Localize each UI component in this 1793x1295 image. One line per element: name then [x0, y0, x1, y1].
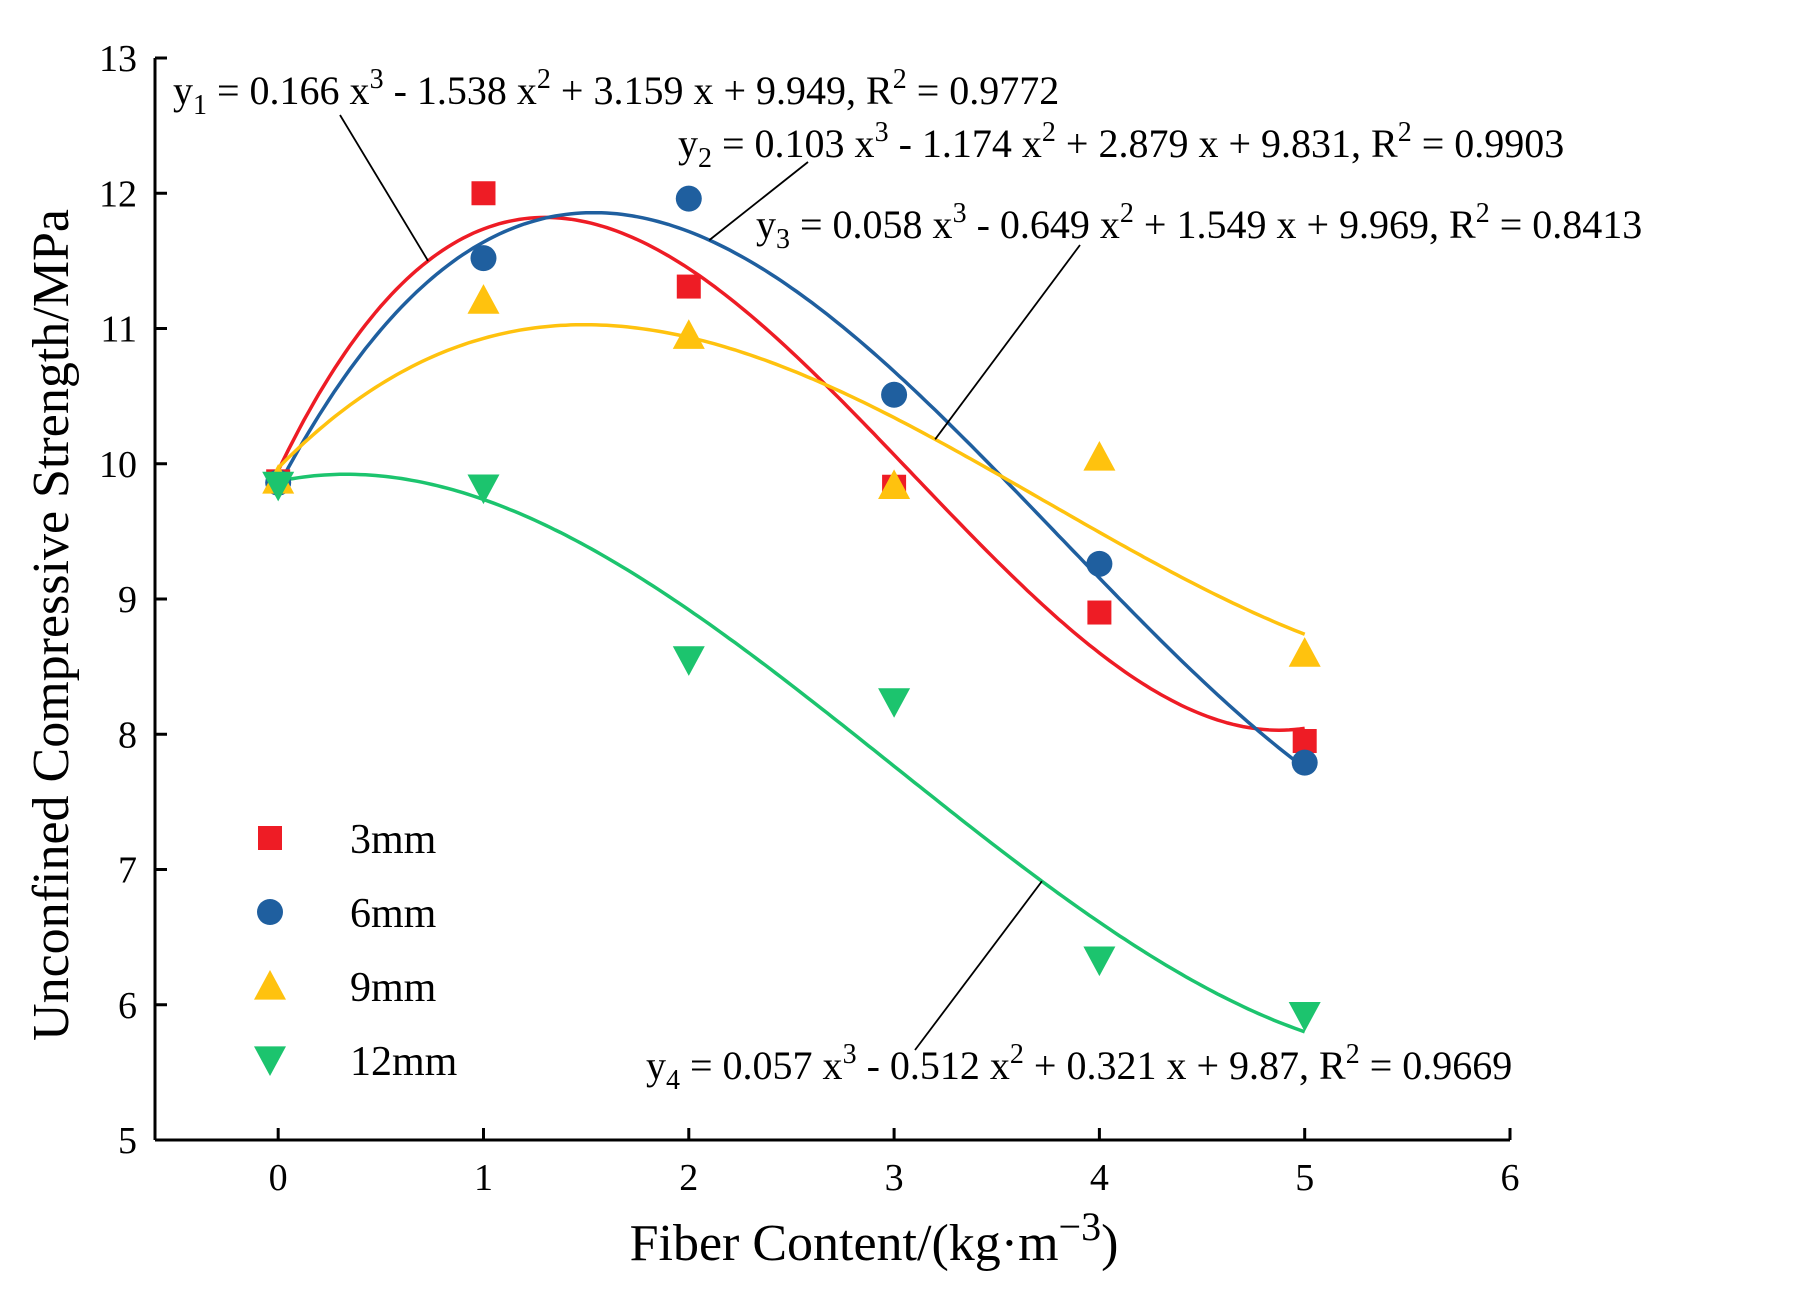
x-axis-title: Fiber Content/(kg·m−3): [630, 1204, 1119, 1272]
equation-leader-lines: [339, 114, 1081, 1051]
point-6mm: [1291, 749, 1318, 776]
fit-curve-6mm: [276, 210, 1306, 770]
y-tick-label: 13: [99, 38, 137, 80]
point-12mm: [878, 688, 911, 718]
point-12mm: [672, 646, 705, 676]
equation-y3: y3 = 0.058 x3 - 0.649 x2 + 1.549 x + 9.9…: [756, 198, 1642, 255]
legend-marker-12mm: [254, 1046, 286, 1076]
point-12mm: [262, 471, 295, 502]
x-tick-label: 1: [474, 1157, 493, 1199]
legend-marker-3mm: [258, 826, 282, 850]
leader-line-y3: [934, 244, 1081, 440]
x-tick-label: 2: [679, 1157, 698, 1199]
point-9mm: [878, 469, 911, 499]
y-tick-label: 5: [118, 1120, 137, 1162]
leader-line-y4: [914, 880, 1043, 1051]
point-6mm: [1086, 550, 1113, 577]
point-6mm: [470, 245, 497, 272]
legend-label-12mm: 12mm: [350, 1039, 458, 1085]
point-6mm: [881, 381, 908, 408]
point-12mm: [1083, 946, 1116, 977]
legend-label-6mm: 6mm: [350, 891, 437, 937]
fit-curve-9mm: [276, 322, 1306, 636]
legend-marker-6mm: [257, 899, 283, 925]
x-tick-label: 4: [1090, 1157, 1109, 1199]
y-tick-label: 9: [118, 579, 137, 621]
point-6mm: [675, 185, 702, 212]
x-tick-label: 0: [269, 1157, 288, 1199]
point-9mm: [1288, 637, 1321, 667]
fit-curves: [276, 210, 1306, 1034]
y-tick-label: 7: [118, 850, 137, 892]
point-9mm: [672, 319, 705, 349]
point-3mm: [471, 181, 496, 206]
leader-line-y1: [339, 114, 429, 262]
legend-label-3mm: 3mm: [350, 817, 437, 863]
y-tick-label: 11: [100, 309, 137, 351]
equation-y4: y4 = 0.057 x3 - 0.512 x2 + 0.321 x + 9.8…: [646, 1039, 1512, 1096]
point-9mm: [1083, 440, 1116, 471]
point-12mm: [467, 474, 500, 505]
y-tick-label: 8: [118, 714, 137, 756]
y-axis-title: Unconfined Compressive Strength/MPa: [23, 209, 80, 1041]
equation-y2: y2 = 0.103 x3 - 1.174 x2 + 2.879 x + 9.8…: [678, 117, 1564, 174]
legend-marker-9mm: [254, 970, 286, 1000]
data-points: [262, 181, 1321, 1032]
fit-curve-12mm: [277, 472, 1306, 1034]
point-9mm: [467, 284, 500, 314]
x-tick-label: 3: [885, 1157, 904, 1199]
legend-label-9mm: 9mm: [350, 965, 437, 1011]
y-tick-label: 6: [118, 985, 137, 1027]
fit-curve-3mm: [276, 215, 1305, 732]
x-tick-label: 6: [1501, 1157, 1520, 1199]
point-3mm: [676, 274, 701, 299]
point-12mm: [1288, 1001, 1321, 1032]
point-3mm: [1292, 729, 1317, 754]
leader-line-y2: [708, 161, 809, 241]
x-tick-label: 5: [1295, 1157, 1314, 1199]
point-3mm: [1087, 600, 1112, 625]
y-tick-label: 12: [99, 173, 137, 215]
equation-y1: y1 = 0.166 x3 - 1.538 x2 + 3.159 x + 9.9…: [173, 64, 1059, 121]
y-tick-label: 10: [99, 444, 137, 486]
legend: 3mm 6mm 9mm 12mm: [254, 817, 458, 1085]
